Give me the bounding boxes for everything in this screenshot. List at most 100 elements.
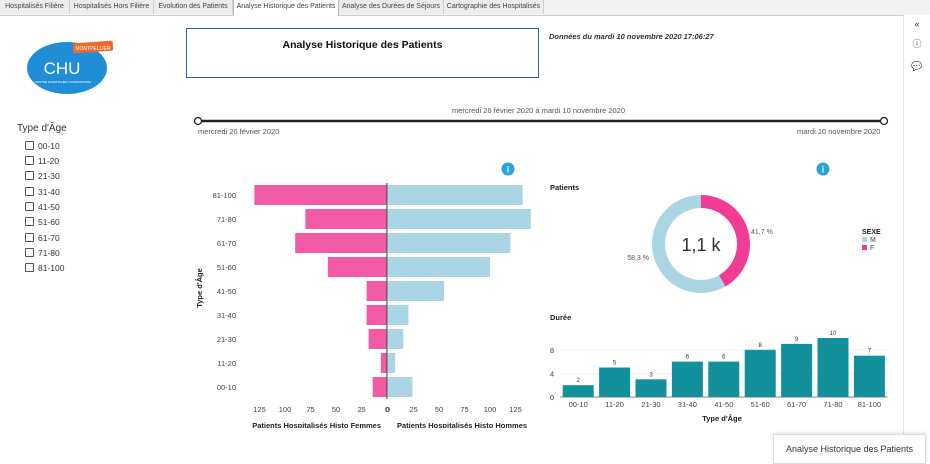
x-tick-left: 75 (306, 405, 314, 414)
donut-slice-F[interactable] (701, 195, 750, 287)
chart-info-icon[interactable]: i (816, 162, 830, 176)
chu-logo: MONTPELLIER CHU CENTRE HOSPITALIER UNIVE… (27, 40, 114, 94)
bar-hommes-31-40[interactable] (388, 305, 409, 325)
info-circle (816, 162, 830, 176)
bar-femmes-81-100[interactable] (254, 185, 387, 205)
checkbox-icon[interactable] (25, 156, 34, 165)
bar-hommes-51-60[interactable] (388, 257, 490, 277)
y-tick-label: 41-50 (217, 287, 236, 296)
slice-label-F: 41,7 % (751, 229, 773, 236)
y-tick-label: 81-100 (213, 191, 236, 200)
donut-slice-M[interactable] (652, 195, 726, 293)
bar-femmes-00-10[interactable] (372, 377, 387, 397)
tab-bar: Hospitalisés Filière Hospitalisés Hors F… (0, 0, 930, 16)
bar-femmes-61-70[interactable] (295, 233, 387, 253)
slider-end-handle[interactable] (879, 116, 889, 126)
filter-checkbox-11-20[interactable]: 11-20 (25, 155, 59, 167)
tab-hospitalises-hors-filiere[interactable]: Hospitalisés Hors Filière (70, 0, 154, 14)
bar-femmes-41-50[interactable] (366, 281, 387, 301)
info-circle (501, 162, 515, 176)
bar-hommes-61-70[interactable] (388, 233, 511, 253)
checkbox-icon[interactable] (25, 171, 34, 180)
checkbox-icon[interactable] (25, 263, 34, 272)
filter-label: 31-40 (38, 187, 60, 197)
bar-femmes-51-60[interactable] (327, 257, 387, 277)
info-icon[interactable]: ⓘ (912, 39, 922, 49)
tab-analyse-durees[interactable]: Analyse des Durées de Séjours (339, 0, 444, 14)
checkbox-icon[interactable] (25, 248, 34, 257)
y-axis-label: Type d'Âge (195, 268, 204, 308)
legend-label-F: F (870, 245, 874, 252)
logo-ribbon (72, 40, 114, 54)
bottom-page-card[interactable]: Analyse Historique des Patients (773, 434, 926, 464)
checkbox-icon[interactable] (25, 233, 34, 242)
filter-checkbox-41-50[interactable]: 41-50 (25, 201, 60, 213)
x-tick-label: 51-60 (751, 400, 770, 409)
x-tick-label: 71-80 (823, 400, 842, 409)
duration-bar-41-50[interactable] (708, 361, 740, 397)
filter-label: 11-20 (38, 156, 60, 166)
checkbox-icon[interactable] (25, 141, 34, 150)
filter-checkbox-21-30[interactable]: 21-30 (25, 170, 60, 182)
page-title: Analyse Historique des Patients (282, 39, 443, 51)
duration-bar-61-70[interactable] (781, 343, 813, 397)
bar-femmes-21-30[interactable] (368, 329, 387, 349)
checkbox-icon[interactable] (25, 187, 34, 196)
duration-bar-11-20[interactable] (599, 367, 631, 398)
checkbox-icon[interactable] (25, 217, 34, 226)
x-tick-label: 61-70 (787, 400, 806, 409)
filter-checkbox-61-70[interactable]: 61-70 (25, 232, 60, 244)
bar-value-label: 7 (868, 349, 872, 355)
filter-checkbox-31-40[interactable]: 31-40 (25, 186, 60, 198)
bar-femmes-71-80[interactable] (305, 209, 387, 229)
bar-value-label: 10 (830, 331, 837, 337)
slider-start-handle[interactable] (193, 116, 203, 126)
bar-chart-title: Durée (550, 313, 571, 322)
x-tick-right: 25 (409, 405, 417, 414)
tab-cartographie[interactable]: Cartographie des Hospitalisés (444, 0, 544, 14)
filter-checkbox-71-80[interactable]: 71-80 (25, 247, 60, 259)
x-tick-right: 125 (509, 405, 522, 414)
y-tick-label: 11-20 (217, 359, 236, 368)
bar-value-label: 8 (759, 343, 763, 349)
slider-start-label: mercredi 26 février 2020 (198, 127, 280, 136)
x-label-hommes: Patients Hospitalisés Histo Hommes (397, 421, 527, 428)
bar-hommes-00-10[interactable] (388, 377, 413, 397)
duration-bar-71-80[interactable] (817, 338, 849, 397)
filter-checkbox-81-100[interactable]: 81-100 (25, 262, 64, 274)
bar-hommes-21-30[interactable] (388, 329, 404, 349)
tab-analyse-historique[interactable]: Analyse Historique des Patients (233, 0, 339, 16)
x-tick-left: 125 (253, 405, 266, 414)
bar-femmes-11-20[interactable] (380, 353, 387, 373)
y-tick-label: 51-60 (217, 263, 236, 272)
date-slider[interactable] (192, 115, 890, 127)
bar-hommes-81-100[interactable] (388, 185, 523, 205)
duration-bar-00-10[interactable] (562, 385, 594, 397)
bar-femmes-31-40[interactable] (366, 305, 387, 325)
bar-hommes-41-50[interactable] (388, 281, 445, 301)
duration-bar-21-30[interactable] (635, 379, 667, 397)
tab-evolution-patients[interactable]: Evolution des Patients (154, 0, 233, 14)
bar-value-label: 9 (795, 337, 799, 343)
slider-range-label: mercredi 26 février 2020 à mardi 10 nove… (452, 106, 626, 115)
duration-bar-81-100[interactable] (853, 355, 885, 397)
info-glyph: i (822, 165, 825, 175)
chart-info-icon[interactable]: i (501, 162, 515, 176)
x-tick-left: 50 (332, 405, 340, 414)
duration-bar-51-60[interactable] (744, 349, 776, 397)
x-tick-right: 100 (484, 405, 497, 414)
filter-checkbox-51-60[interactable]: 51-60 (25, 216, 60, 228)
x-label-femmes: Patients Hospitalisés Histo Femmes (252, 421, 381, 428)
checkbox-icon[interactable] (25, 202, 34, 211)
x-tick-left: 0 (385, 405, 389, 414)
comment-icon[interactable]: 💬 (911, 61, 923, 71)
duration-bar-31-40[interactable] (671, 361, 703, 397)
bar-hommes-11-20[interactable] (388, 353, 396, 373)
tab-hospitalises-filiere[interactable]: Hospitalisés Filière (0, 0, 70, 14)
filter-checkbox-00-10[interactable]: 00-10 (25, 140, 60, 152)
collapse-icon[interactable]: « (914, 19, 920, 29)
bar-hommes-71-80[interactable] (388, 209, 531, 229)
filter-label: 61-70 (38, 233, 60, 243)
data-timestamp: Données du mardi 10 novembre 2020 17:06:… (549, 32, 714, 41)
